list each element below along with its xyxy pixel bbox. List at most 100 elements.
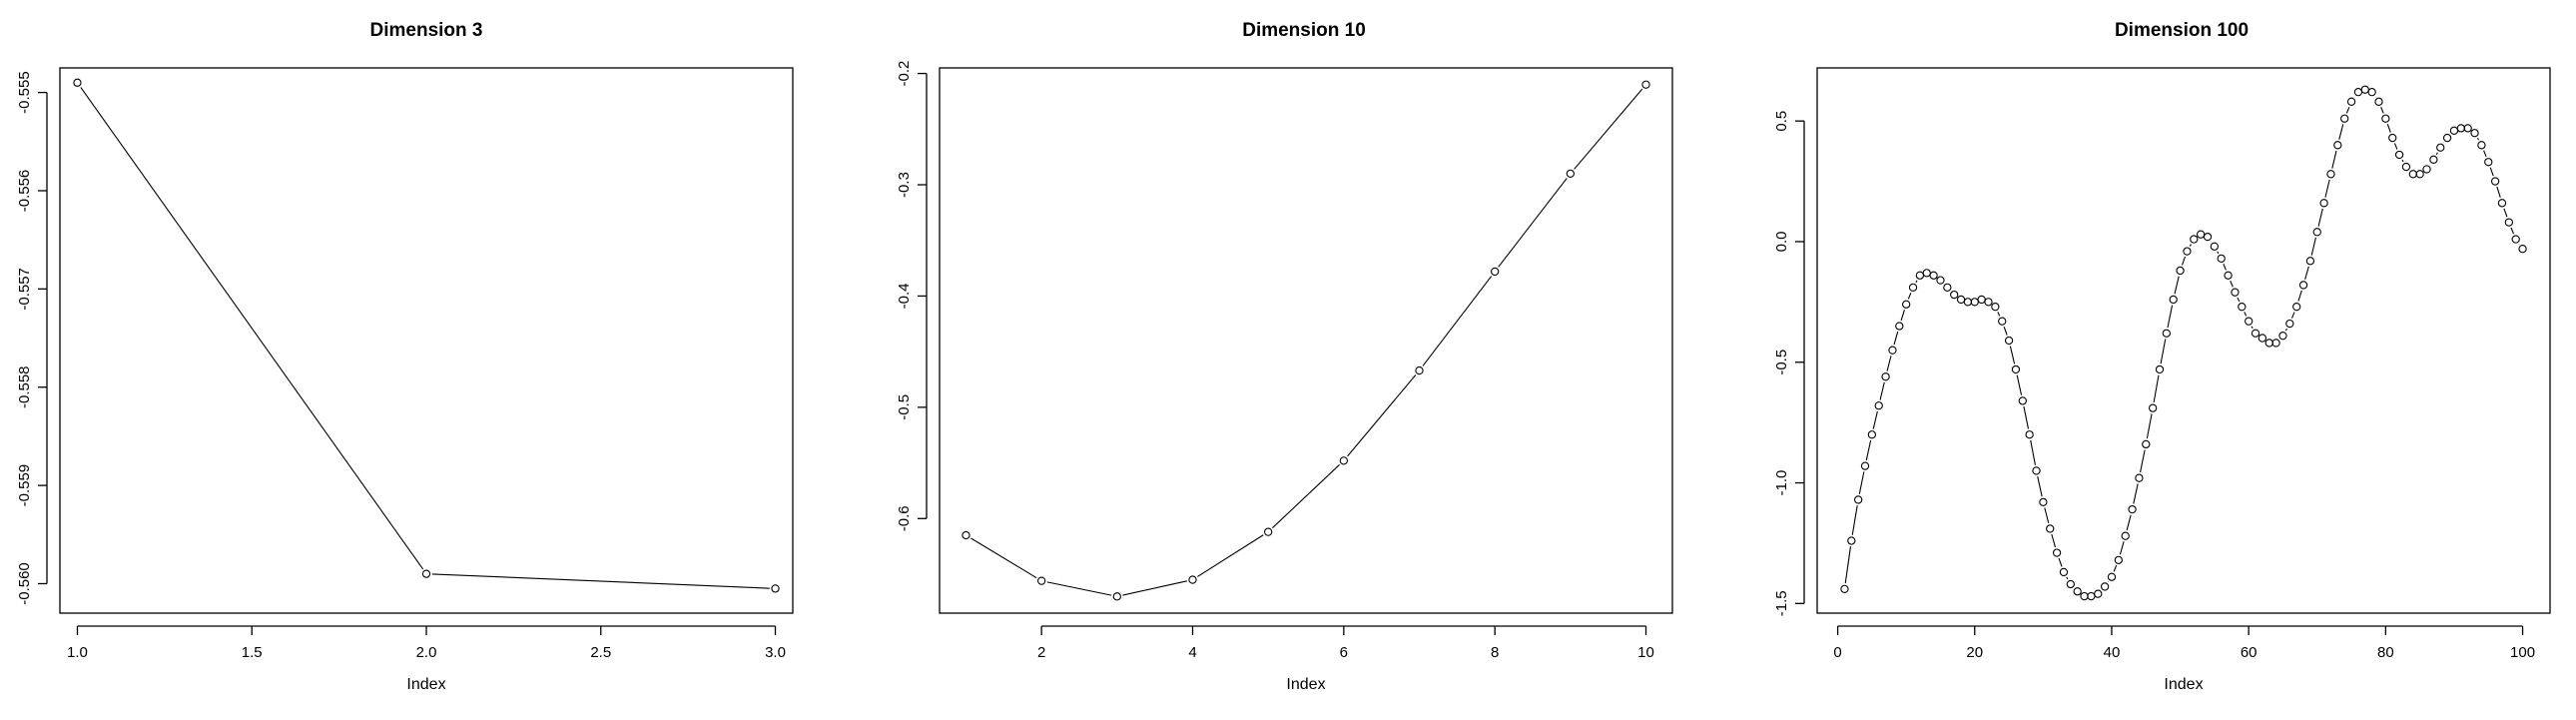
data-point <box>1867 430 1877 439</box>
data-point <box>2148 403 2158 412</box>
data-point <box>2504 218 2513 227</box>
series-segment <box>2160 339 2167 364</box>
y-tick-label: -0.555 <box>16 71 33 114</box>
series-segment <box>2380 106 2384 114</box>
data-point <box>2142 439 2151 449</box>
data-point <box>2278 332 2287 341</box>
data-point <box>1339 456 1348 465</box>
data-point <box>2073 587 2082 596</box>
series-segment <box>2153 374 2160 403</box>
y-tick-label: -0.556 <box>16 170 33 213</box>
data-point <box>2203 232 2213 242</box>
data-point <box>1991 303 2000 312</box>
series-segment <box>1422 276 1493 366</box>
series-segment <box>1915 280 1918 284</box>
series-segment <box>2297 290 2302 302</box>
data-point <box>771 584 780 593</box>
series-segment <box>2324 179 2330 198</box>
series-segment <box>2331 150 2337 169</box>
data-point <box>2346 97 2356 106</box>
data-point <box>1840 584 1849 593</box>
data-point <box>1950 290 1959 300</box>
data-point <box>1915 271 1925 280</box>
series-segment <box>2181 256 2187 266</box>
series-segment <box>2146 413 2153 439</box>
series-segment <box>2037 476 2043 497</box>
data-point <box>2114 555 2123 564</box>
series-segment <box>2174 276 2180 295</box>
series-segment <box>2016 374 2023 395</box>
data-point <box>2360 85 2369 94</box>
chart-title: Dimension 10 <box>1242 20 1366 41</box>
data-point <box>2018 396 2027 405</box>
series-segment <box>2133 483 2139 504</box>
series-segment <box>2503 208 2508 218</box>
series-segment <box>2317 208 2323 227</box>
data-point <box>1908 283 1918 292</box>
y-tick-label: -0.557 <box>16 268 33 311</box>
series-segment <box>2393 143 2398 150</box>
data-point <box>2401 162 2411 172</box>
data-point <box>1641 80 1650 89</box>
y-tick-label: -1.5 <box>1773 590 1790 616</box>
x-tick-label: 2.5 <box>590 644 611 661</box>
series-segment <box>2023 405 2030 429</box>
data-point <box>2333 141 2342 150</box>
data-point <box>2477 141 2486 150</box>
data-point <box>1112 592 1121 601</box>
data-point <box>1415 365 1424 375</box>
y-tick-label: -0.6 <box>896 505 913 531</box>
y-axis: 0.5 0.0 -0.5 -1.0 -1.5 <box>1773 111 1805 616</box>
data-point <box>2107 572 2117 581</box>
series-segment <box>2167 305 2174 329</box>
series-segment <box>1498 178 1568 268</box>
series-segment <box>1574 88 1643 170</box>
series-segment <box>2009 346 2016 364</box>
series-segment <box>1879 381 1885 400</box>
x-tick-label: 1.5 <box>242 644 263 661</box>
series-segment <box>2386 124 2391 133</box>
series-segment <box>2003 326 2008 336</box>
x-tick-label: 0 <box>1833 644 1841 661</box>
data-point <box>1970 298 1979 307</box>
x-tick-label: 1.0 <box>67 644 88 661</box>
series-segment <box>1046 581 1112 596</box>
data-point <box>1977 295 1986 305</box>
data-point <box>2039 497 2048 507</box>
series-segment <box>1122 580 1187 596</box>
x-axis-label: Index <box>406 676 445 693</box>
x-tick-label: 80 <box>2377 644 2394 661</box>
data-point <box>2388 133 2397 143</box>
data-point <box>1984 298 1993 307</box>
data-point <box>2319 199 2328 208</box>
data-point <box>2011 364 2021 374</box>
data-point <box>2415 170 2424 179</box>
data-point <box>1037 576 1046 585</box>
data-point <box>2381 114 2390 123</box>
series-segment <box>1197 534 1264 577</box>
chart-title: Dimension 3 <box>370 20 483 41</box>
y-axis: -0.555 -0.556 -0.557 -0.558 -0.559 -0.560 <box>16 71 48 605</box>
x-axis: 2 4 6 8 10 <box>1037 625 1654 661</box>
series-segment <box>2230 280 2234 288</box>
data-point <box>2245 317 2254 326</box>
data-point <box>2408 170 2417 179</box>
series-segment <box>2058 557 2063 567</box>
data-point <box>2100 582 2110 591</box>
data-point <box>1998 317 2007 326</box>
y-tick-label: 0.5 <box>1773 111 1790 132</box>
data-point <box>2004 336 2014 346</box>
data-point <box>1566 169 1575 179</box>
chart-title: Dimension 100 <box>2115 20 2249 41</box>
x-tick-label: 2 <box>1037 644 1045 661</box>
data-point <box>1264 527 1273 536</box>
y-tick-label: -0.560 <box>16 562 33 605</box>
data-point <box>1922 269 1931 278</box>
series-segment <box>1872 410 1878 429</box>
series-segment <box>2489 167 2494 177</box>
plot-frame <box>1816 67 2551 614</box>
series-segment <box>2510 227 2515 235</box>
data-point <box>2511 235 2520 244</box>
series-segment <box>2476 138 2480 141</box>
x-axis-label: Index <box>1286 676 1325 693</box>
